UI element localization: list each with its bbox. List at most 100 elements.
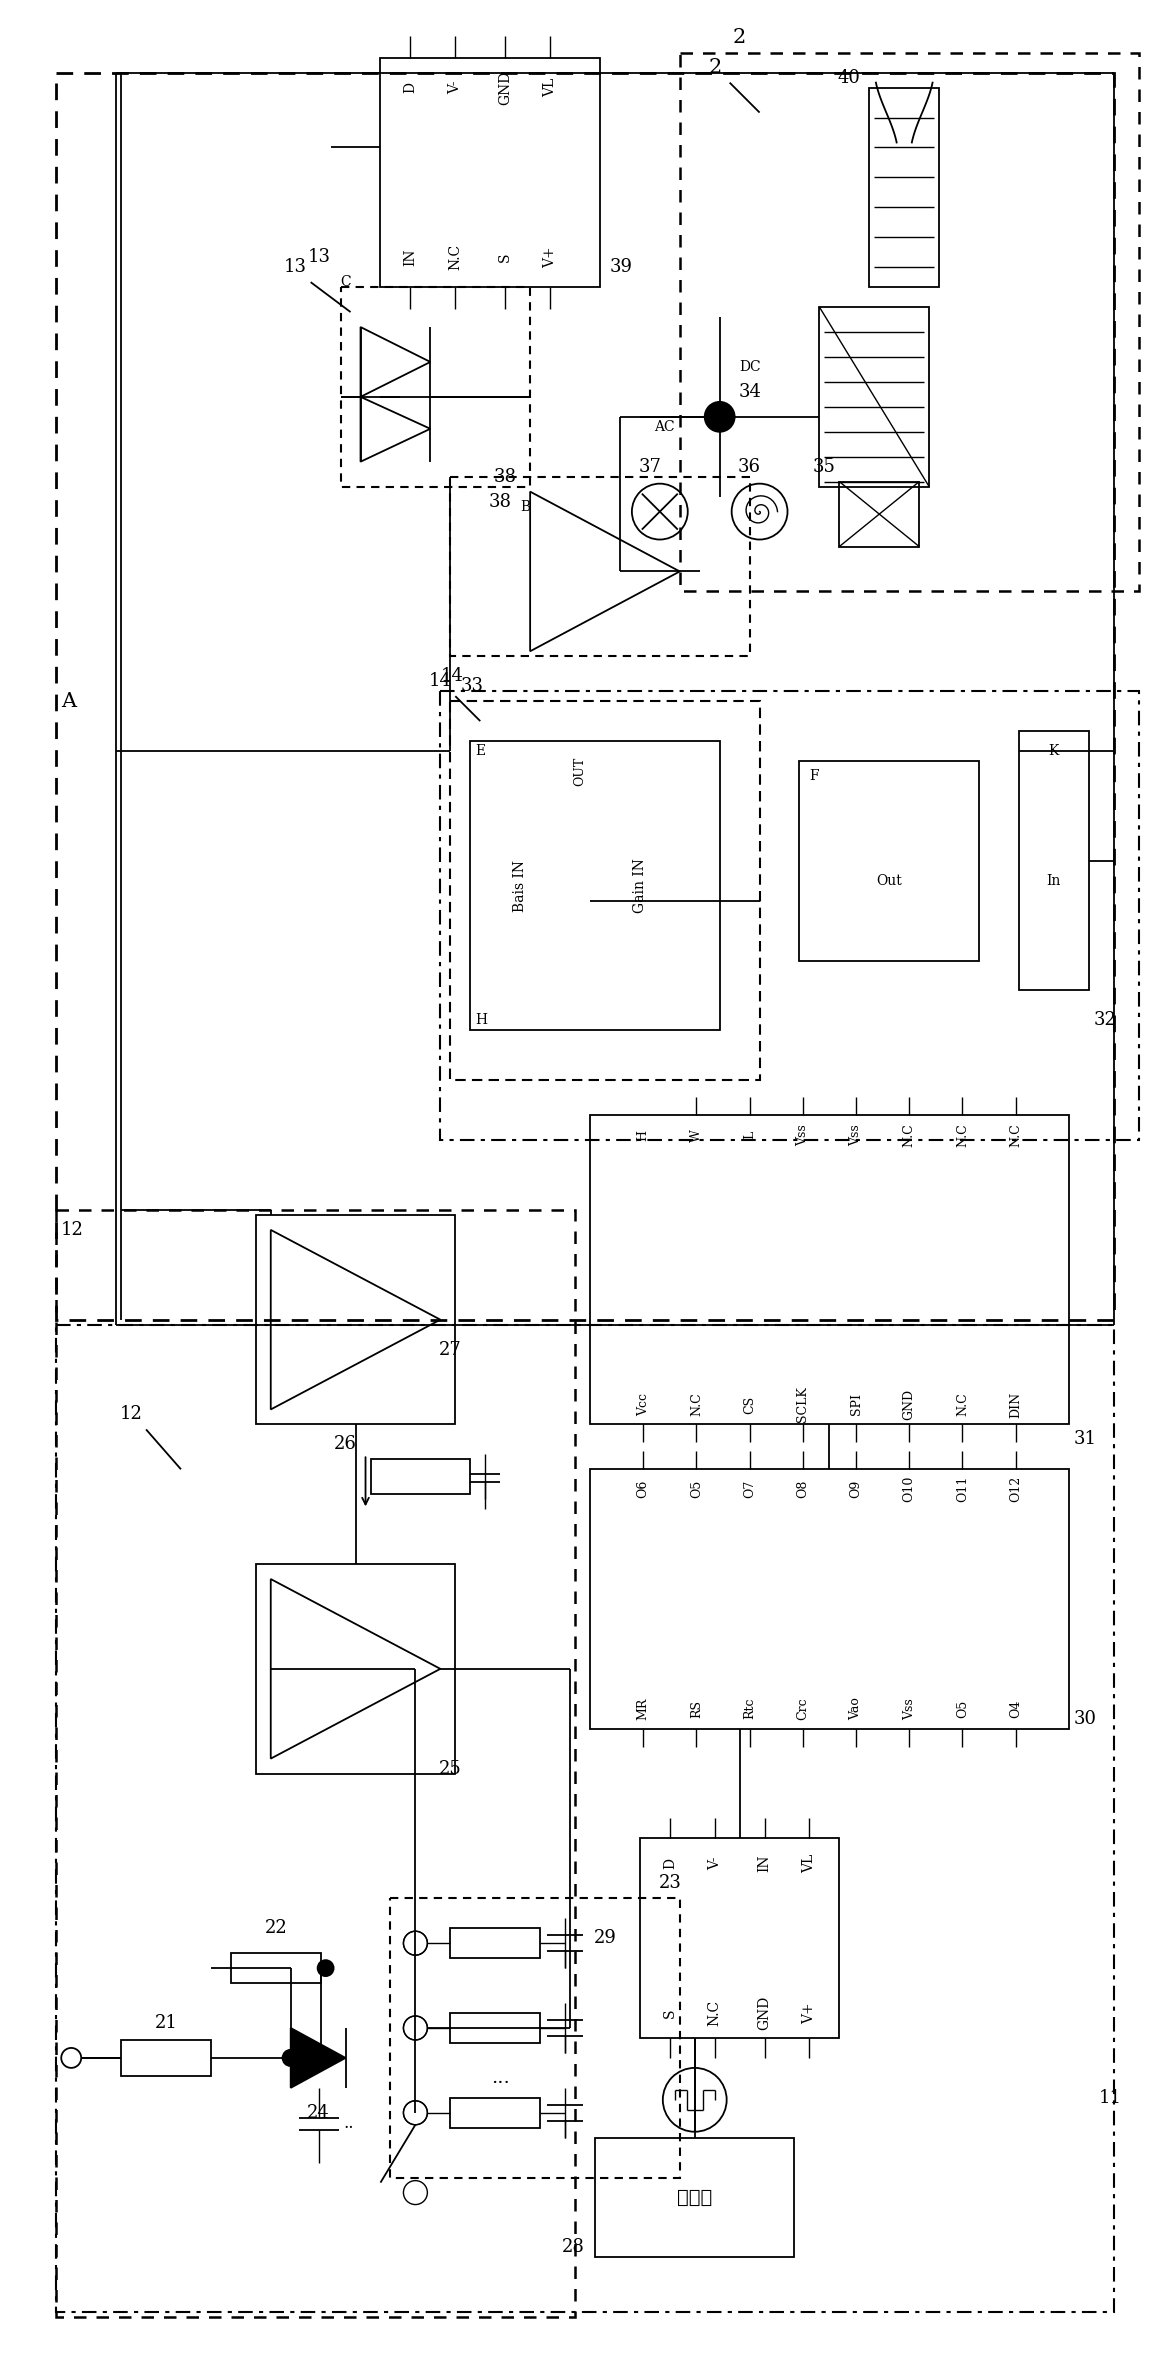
Text: O7: O7 [743, 1481, 756, 1498]
Text: IN: IN [403, 248, 417, 267]
Bar [450, 702, 760, 1079]
Text: GND: GND [498, 71, 512, 104]
Text: ...: ... [491, 2069, 510, 2088]
Text: N.C: N.C [902, 1124, 915, 1148]
Text: 38: 38 [493, 468, 517, 487]
Bar [800, 761, 980, 961]
Text: VL: VL [544, 78, 558, 97]
Bar [441, 692, 1139, 1141]
Bar [679, 52, 1139, 590]
Text: IN: IN [758, 1854, 772, 1873]
Text: 24: 24 [307, 2105, 330, 2121]
Text: 22: 22 [264, 1920, 288, 1937]
Circle shape [283, 2050, 299, 2067]
Text: 27: 27 [438, 1342, 462, 1358]
Text: 14: 14 [429, 673, 451, 690]
Text: 30: 30 [1074, 1710, 1097, 1727]
Text: O9: O9 [850, 1481, 863, 1498]
Text: K: K [1049, 744, 1059, 758]
Text: 2: 2 [733, 28, 746, 47]
Text: 32: 32 [1094, 1011, 1116, 1030]
Text: ..: .. [344, 2116, 354, 2133]
Text: V-: V- [707, 1857, 721, 1871]
Text: 38: 38 [489, 494, 512, 510]
Text: V+: V+ [544, 246, 558, 267]
Text: W: W [690, 1129, 703, 1141]
Text: O5: O5 [690, 1481, 703, 1498]
Bar [590, 1469, 1068, 1729]
Text: 36: 36 [738, 458, 761, 475]
Text: S: S [663, 2008, 677, 2017]
Bar [450, 1927, 540, 1958]
Bar [56, 73, 1114, 1320]
Text: 35: 35 [812, 458, 836, 475]
Text: E: E [476, 744, 485, 758]
Bar [230, 1953, 320, 1984]
Bar [340, 288, 530, 487]
Text: Vss: Vss [850, 1124, 863, 1146]
Text: 14: 14 [441, 666, 463, 685]
Text: 12: 12 [61, 1221, 84, 1240]
Text: H: H [476, 1013, 487, 1027]
Text: 23: 23 [658, 1875, 682, 1892]
Text: GND: GND [902, 1389, 915, 1420]
Text: V-: V- [448, 80, 462, 94]
Text: N.C: N.C [707, 2001, 721, 2027]
Text: D: D [403, 83, 417, 92]
Text: GND: GND [758, 1996, 772, 2031]
Bar [56, 1325, 1114, 2312]
Text: Vss: Vss [902, 1698, 915, 1720]
Text: 信号源: 信号源 [677, 2190, 712, 2206]
Text: 29: 29 [594, 1930, 616, 1946]
Bar [450, 2097, 540, 2128]
Polygon shape [291, 2029, 346, 2088]
Bar [450, 477, 749, 657]
Bar [256, 1564, 455, 1774]
Text: MR: MR [637, 1698, 650, 1720]
Bar [450, 2012, 540, 2043]
Text: N.C: N.C [1009, 1124, 1022, 1148]
Bar [390, 1899, 679, 2178]
Text: 11: 11 [1099, 2088, 1122, 2107]
Bar [870, 87, 939, 288]
Bar [380, 57, 600, 288]
Text: CS: CS [743, 1396, 756, 1412]
Text: O11: O11 [956, 1476, 969, 1502]
Text: C: C [340, 274, 351, 288]
Circle shape [318, 1960, 333, 1977]
Text: H: H [637, 1129, 650, 1141]
Text: Crc: Crc [796, 1698, 809, 1720]
Text: 25: 25 [438, 1760, 462, 1779]
Bar [839, 482, 919, 546]
Text: 26: 26 [334, 1436, 357, 1453]
Bar [590, 1115, 1068, 1424]
Text: 13: 13 [307, 248, 331, 267]
Text: DIN: DIN [1009, 1391, 1022, 1417]
Text: 33: 33 [461, 678, 483, 694]
Text: B: B [520, 501, 531, 513]
Text: VL: VL [802, 1854, 816, 1873]
Text: O12: O12 [1009, 1476, 1022, 1502]
Bar [819, 307, 929, 487]
Text: 40: 40 [838, 68, 860, 87]
Text: 13: 13 [284, 257, 307, 276]
Text: SCLK: SCLK [796, 1386, 809, 1422]
Text: N.C: N.C [956, 1124, 969, 1148]
Text: Vcc: Vcc [637, 1394, 650, 1415]
Text: A: A [61, 692, 76, 711]
Text: RS: RS [690, 1701, 703, 1717]
Text: 2: 2 [708, 59, 721, 78]
Text: S: S [498, 253, 512, 262]
Text: 28: 28 [562, 2239, 584, 2256]
Text: Bais IN: Bais IN [513, 860, 527, 912]
Bar [470, 742, 720, 1030]
Text: F: F [809, 770, 819, 782]
Bar [595, 2138, 795, 2258]
Text: O4: O4 [1009, 1701, 1022, 1717]
Bar [1019, 732, 1088, 990]
Text: 39: 39 [610, 257, 632, 276]
Text: N.C: N.C [690, 1394, 703, 1417]
Text: SPI: SPI [850, 1394, 863, 1415]
Text: 31: 31 [1074, 1431, 1097, 1448]
Bar [256, 1214, 455, 1424]
